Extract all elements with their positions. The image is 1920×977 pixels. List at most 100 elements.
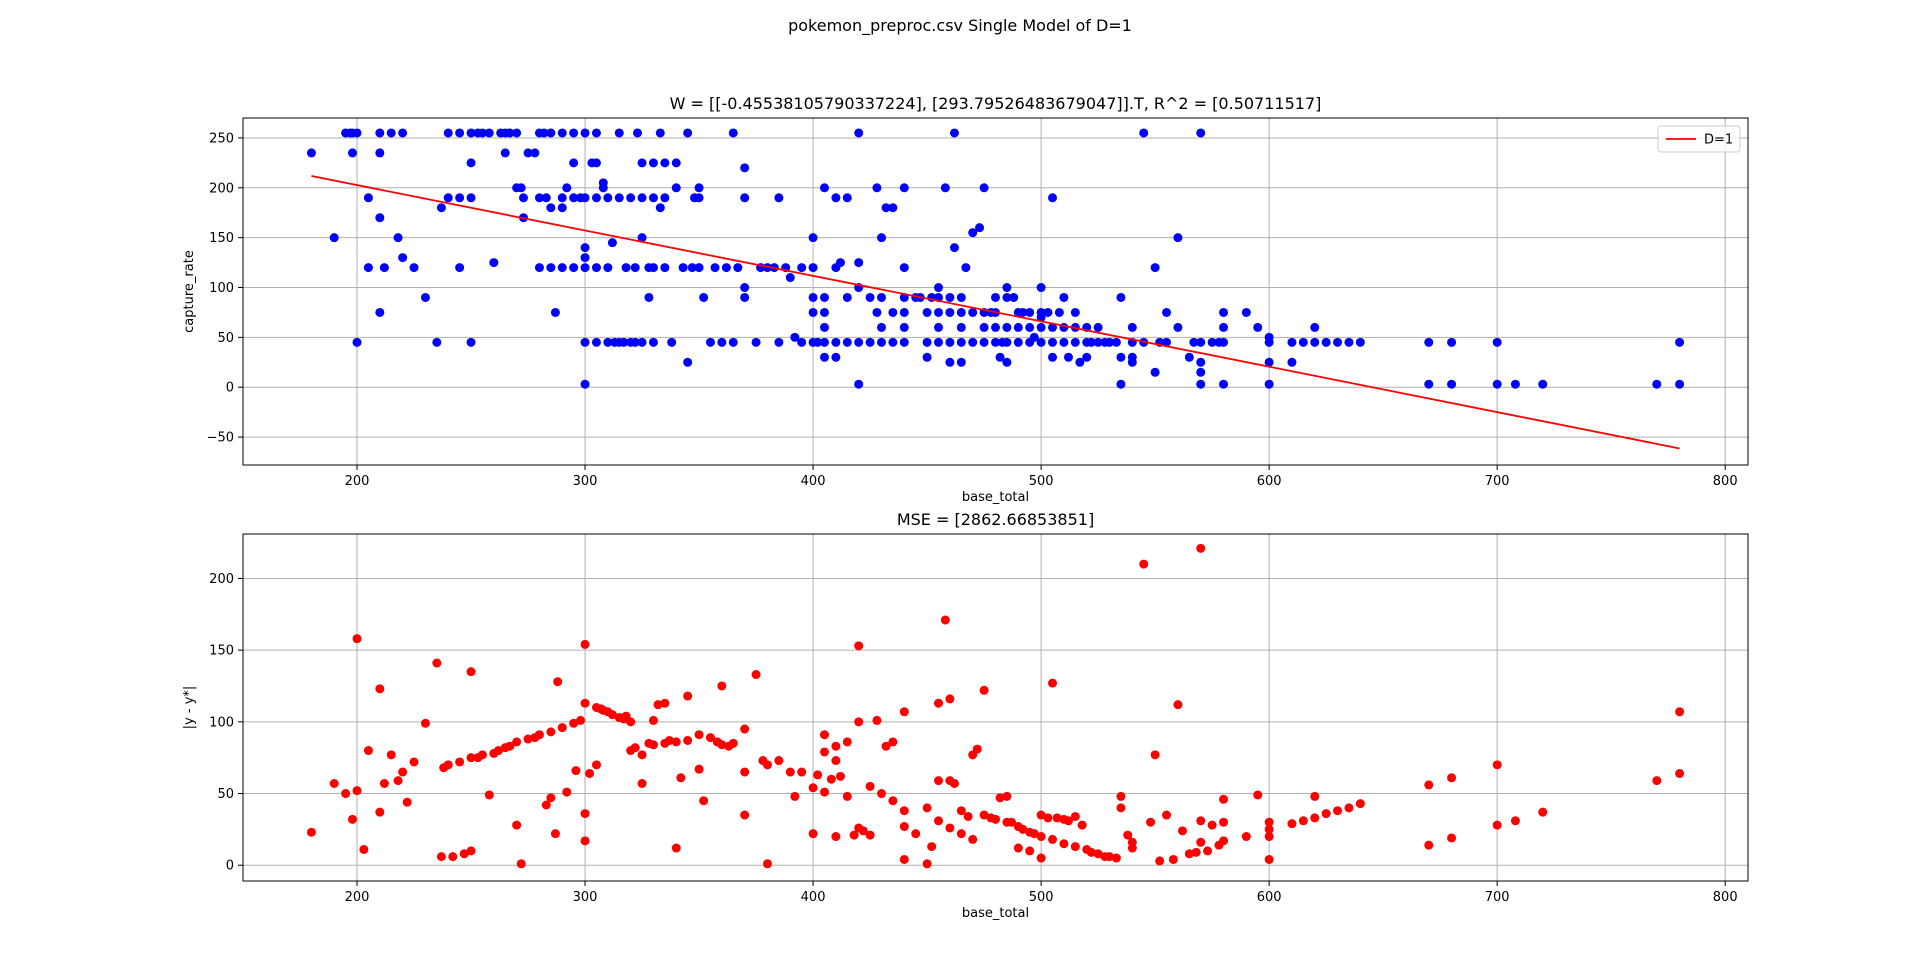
- data-point: [728, 337, 738, 347]
- data-point: [683, 691, 693, 701]
- data-point: [398, 128, 408, 138]
- data-point: [352, 786, 362, 796]
- data-point: [1492, 379, 1502, 389]
- data-point: [1173, 233, 1183, 243]
- data-point: [1036, 312, 1046, 322]
- data-point: [580, 253, 590, 263]
- data-point: [1253, 790, 1263, 800]
- data-point: [630, 743, 640, 753]
- data-point: [888, 796, 898, 806]
- data-point: [455, 263, 465, 273]
- data-point: [1162, 337, 1172, 347]
- data-point: [728, 738, 738, 748]
- data-point: [329, 778, 339, 788]
- data-point: [790, 791, 800, 801]
- data-point: [1310, 322, 1320, 332]
- data-point: [849, 830, 859, 840]
- data-point: [580, 243, 590, 253]
- data-point: [1036, 322, 1046, 332]
- data-point: [933, 322, 943, 332]
- data-point: [1127, 843, 1137, 853]
- data-point: [398, 767, 408, 777]
- data-point: [872, 715, 882, 725]
- data-point: [580, 263, 590, 273]
- x-axis-label: base_total: [962, 906, 1029, 921]
- data-point: [1333, 806, 1343, 816]
- data-point: [432, 658, 442, 668]
- data-point: [949, 243, 959, 253]
- data-point: [1002, 283, 1012, 293]
- data-point: [1196, 367, 1206, 377]
- data-point: [1219, 337, 1229, 347]
- data-point: [621, 263, 631, 273]
- data-point: [888, 307, 898, 317]
- legend-box: [1657, 125, 1741, 153]
- data-point: [379, 263, 389, 273]
- data-point: [1219, 794, 1229, 804]
- data-point: [1018, 824, 1028, 834]
- x-tick-label: 700: [1485, 890, 1510, 905]
- data-point: [660, 263, 670, 273]
- data-point: [683, 735, 693, 745]
- data-point: [546, 793, 556, 803]
- data-point: [393, 776, 403, 786]
- data-point: [1219, 379, 1229, 389]
- data-point: [575, 715, 585, 725]
- data-point: [676, 773, 686, 783]
- fit-line: [311, 175, 1680, 450]
- data-point: [1287, 357, 1297, 367]
- data-point: [1048, 193, 1058, 203]
- data-point: [876, 337, 886, 347]
- data-point: [740, 292, 750, 302]
- data-point: [1424, 379, 1434, 389]
- data-point: [956, 337, 966, 347]
- data-point: [740, 283, 750, 293]
- data-point: [352, 337, 362, 347]
- data-point: [375, 148, 385, 158]
- data-point: [740, 163, 750, 173]
- data-point: [409, 263, 419, 273]
- data-point: [1111, 853, 1121, 863]
- data-point: [523, 148, 533, 158]
- y-tick-label: 200: [209, 181, 234, 196]
- data-point: [751, 337, 761, 347]
- data-point: [945, 292, 955, 302]
- data-point: [637, 337, 647, 347]
- data-point: [899, 707, 909, 717]
- data-point: [1013, 337, 1023, 347]
- data-point: [1059, 292, 1069, 302]
- data-point: [991, 292, 1000, 302]
- data-point: [626, 193, 636, 203]
- data-point: [933, 776, 943, 786]
- data-point: [1310, 337, 1320, 347]
- data-point: [813, 770, 823, 780]
- data-point: [630, 263, 640, 273]
- data-point: [598, 183, 608, 193]
- data-point: [632, 128, 642, 138]
- data-point: [876, 233, 886, 243]
- data-point: [1123, 830, 1133, 840]
- data-point: [819, 183, 829, 193]
- data-point: [1344, 803, 1354, 813]
- data-point: [819, 322, 829, 332]
- data-point: [1447, 379, 1457, 389]
- data-point: [580, 639, 590, 649]
- data-point: [655, 203, 665, 213]
- data-point: [664, 735, 674, 745]
- data-point: [854, 379, 864, 389]
- data-point: [1492, 760, 1502, 770]
- data-point: [813, 337, 823, 347]
- data-point: [375, 684, 385, 694]
- data-point: [455, 757, 465, 767]
- data-point: [1029, 829, 1039, 839]
- data-point: [927, 842, 937, 852]
- data-point: [1054, 307, 1064, 317]
- data-point: [1036, 832, 1046, 842]
- data-point: [516, 183, 526, 193]
- data-point: [826, 774, 836, 784]
- data-point: [398, 253, 408, 263]
- data-point: [1025, 307, 1035, 317]
- data-point: [808, 307, 818, 317]
- data-point: [648, 193, 658, 203]
- data-point: [876, 789, 886, 799]
